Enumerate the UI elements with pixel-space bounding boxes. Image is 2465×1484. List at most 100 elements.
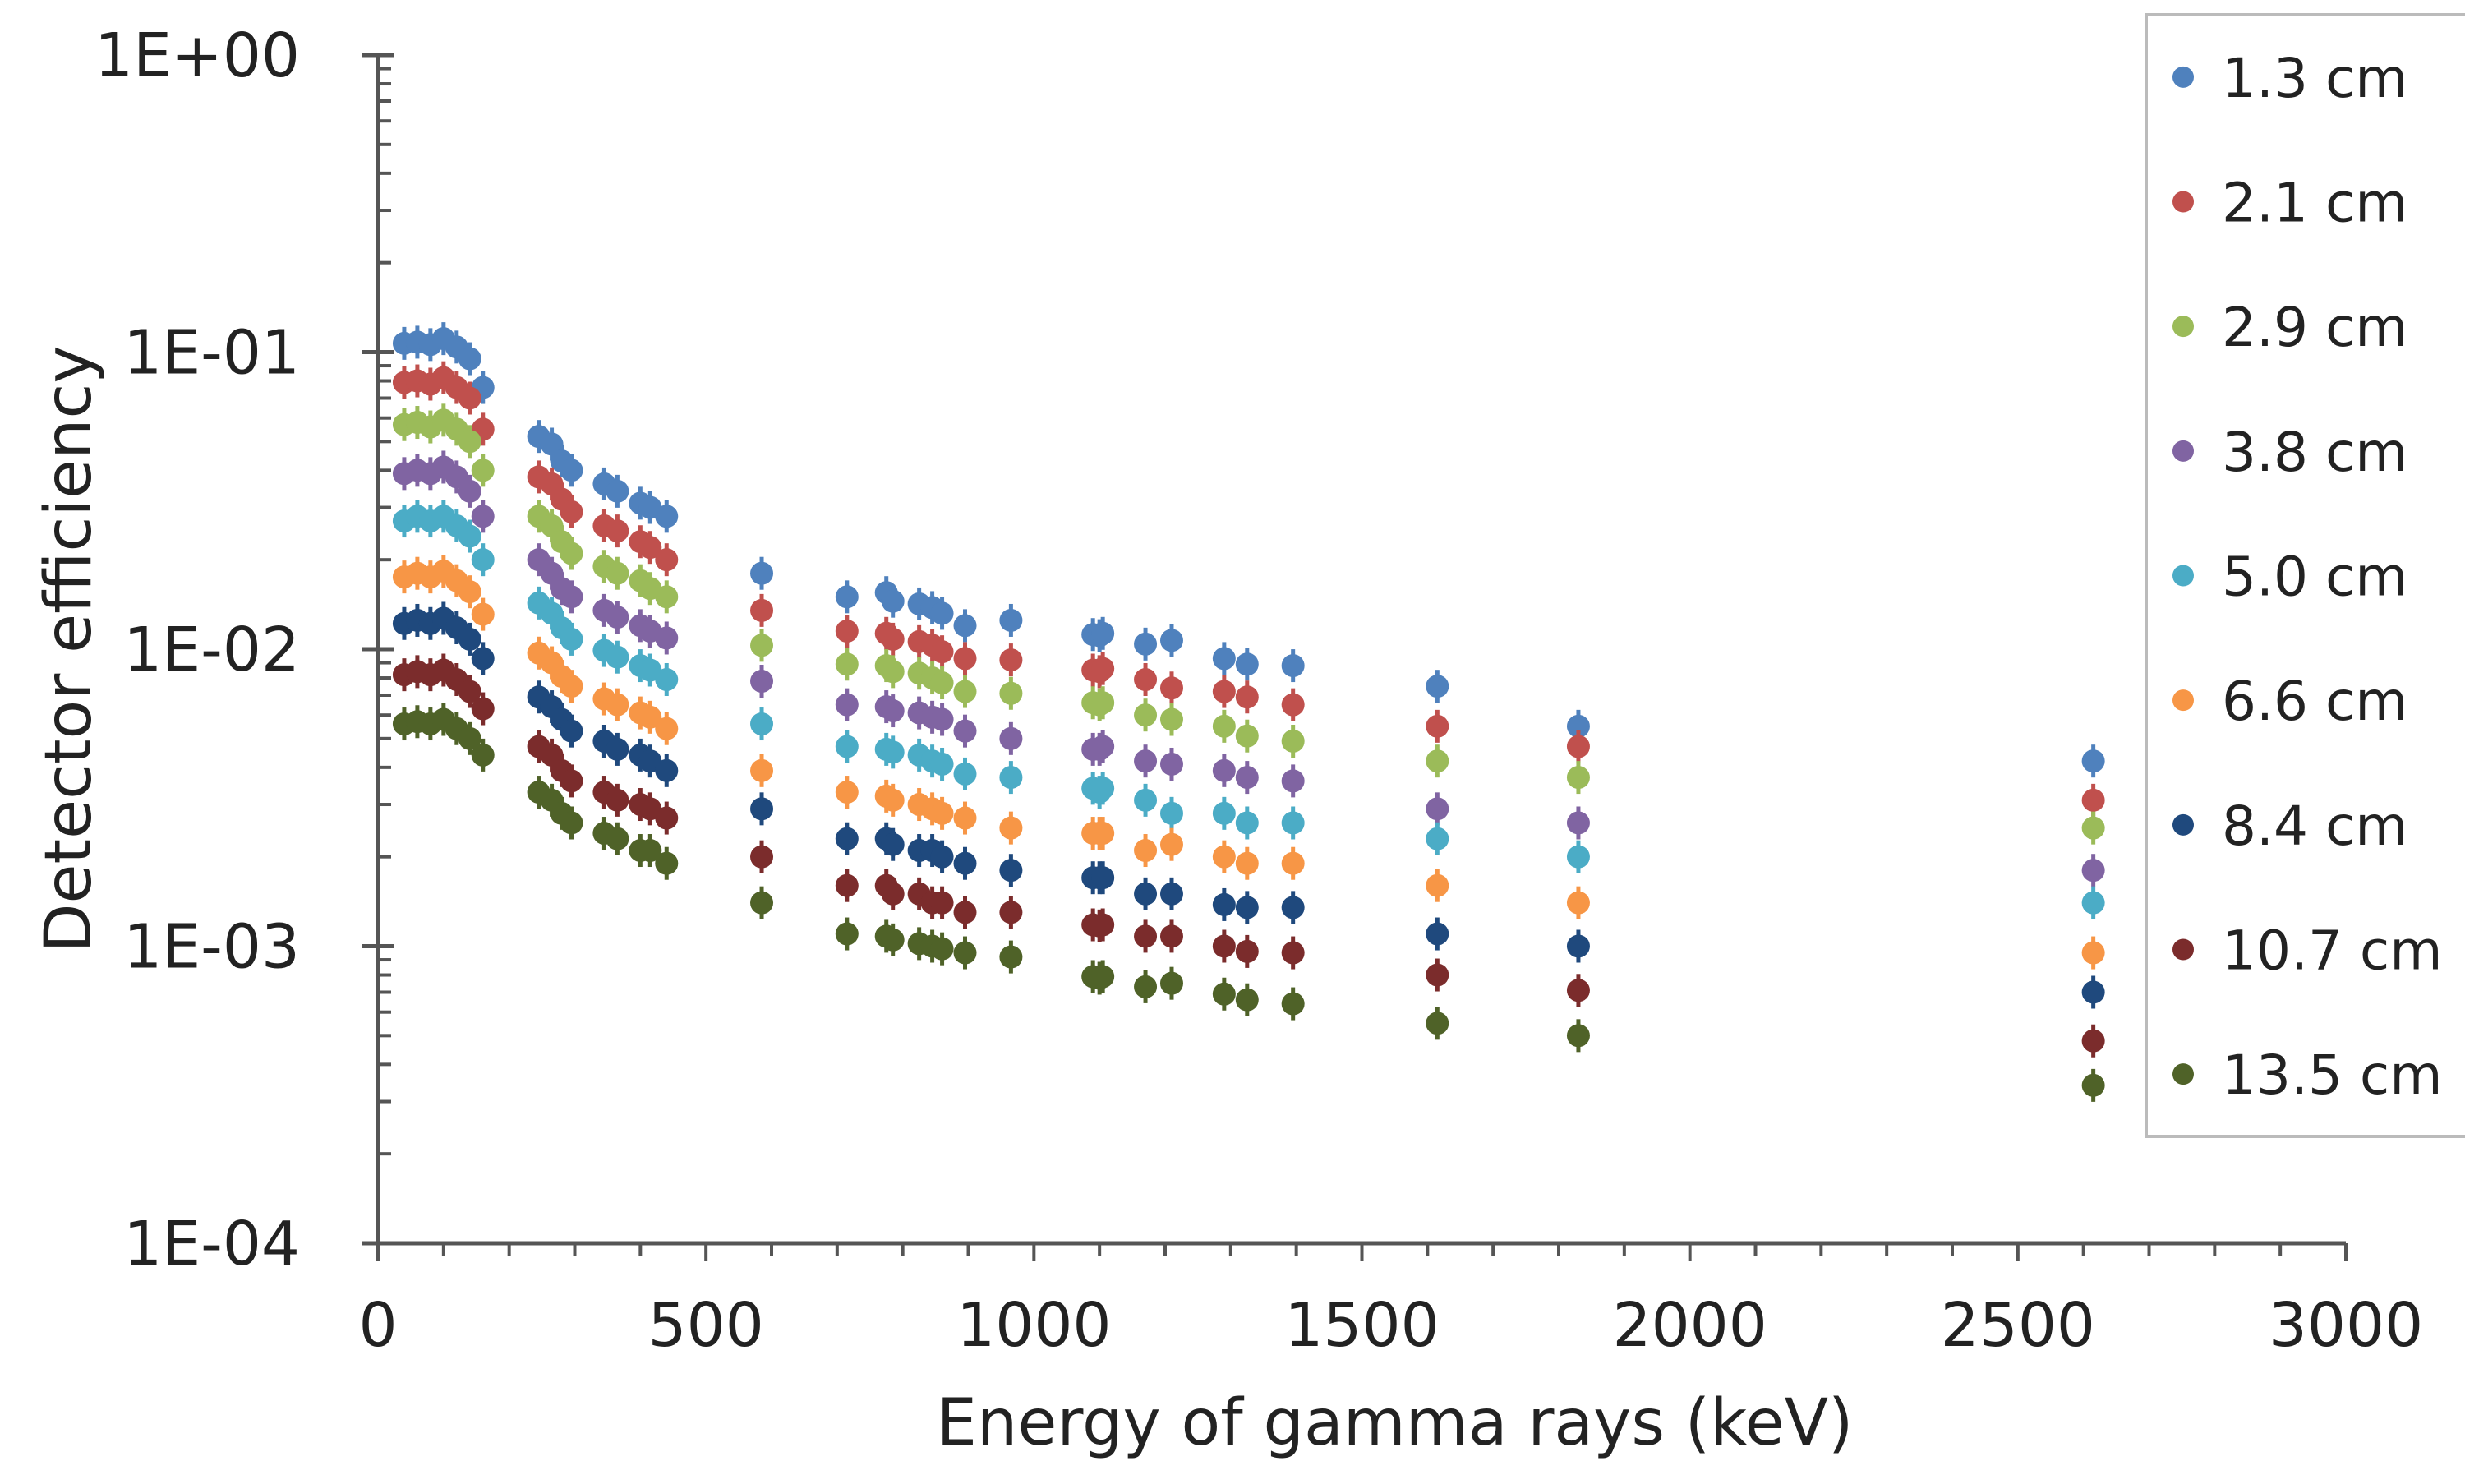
plot-area: 1E+00 1E-01 1E-02 1E-03 1E-04 0 500 1000 1500 20… bbox=[94, 21, 2423, 1361]
data-point bbox=[1159, 882, 1183, 906]
data-point bbox=[930, 640, 954, 664]
legend-item: 10.7 cm bbox=[2172, 919, 2443, 983]
data-point bbox=[471, 548, 495, 572]
data-point bbox=[655, 717, 679, 740]
data-point bbox=[835, 781, 859, 804]
legend-label: 5.0 cm bbox=[2222, 546, 2408, 609]
data-point bbox=[1134, 839, 1158, 863]
legend: 1.3 cm 2.1 cm 2.9 cm 3.8 cm 5.0 cm 6.6 cm 8.4 … bbox=[2145, 13, 2465, 1138]
data-point bbox=[2081, 749, 2105, 773]
data-point bbox=[1566, 979, 1590, 1002]
data-point bbox=[1212, 845, 1236, 869]
data-point bbox=[953, 762, 977, 786]
data-point bbox=[1426, 714, 1449, 738]
data-point bbox=[835, 620, 859, 643]
data-point bbox=[655, 585, 679, 609]
data-point bbox=[458, 386, 481, 410]
data-point bbox=[655, 548, 679, 572]
data-point bbox=[540, 432, 564, 456]
series-10-7-cm bbox=[392, 653, 2105, 1058]
data-point bbox=[458, 479, 481, 503]
data-point bbox=[881, 699, 905, 723]
data-point bbox=[1235, 988, 1259, 1012]
data-point bbox=[750, 758, 774, 782]
legend-item: 1.3 cm bbox=[2172, 47, 2408, 110]
data-point bbox=[655, 626, 679, 650]
data-point bbox=[471, 743, 495, 767]
data-point bbox=[953, 680, 977, 703]
data-point bbox=[458, 347, 481, 371]
y-tick-label: 1E-02 bbox=[123, 615, 300, 685]
legend-item: 13.5 cm bbox=[2172, 1044, 2443, 1107]
data-point bbox=[471, 505, 495, 528]
data-point bbox=[999, 859, 1023, 883]
legend-marker bbox=[2172, 565, 2194, 587]
data-point bbox=[1091, 691, 1115, 715]
data-point bbox=[458, 430, 481, 454]
data-point bbox=[1426, 1012, 1449, 1035]
data-point bbox=[1091, 735, 1115, 758]
data-point bbox=[606, 606, 629, 629]
data-point bbox=[1134, 749, 1158, 773]
data-point bbox=[458, 524, 481, 548]
x-tick-label: 1500 bbox=[1284, 1290, 1439, 1361]
legend-marker bbox=[2172, 813, 2194, 836]
legend-item: 3.8 cm bbox=[2172, 421, 2408, 484]
data-point bbox=[606, 645, 629, 669]
data-point bbox=[1212, 982, 1236, 1006]
data-point bbox=[655, 806, 679, 830]
data-point bbox=[953, 901, 977, 924]
legend-label: 2.1 cm bbox=[2222, 172, 2408, 235]
data-point bbox=[881, 589, 905, 613]
data-point bbox=[1566, 766, 1590, 790]
data-point bbox=[999, 726, 1023, 750]
data-point bbox=[999, 766, 1023, 790]
data-point bbox=[1091, 822, 1115, 846]
y-tick-label: 1E-04 bbox=[123, 1209, 300, 1279]
series-13-5-cm bbox=[392, 703, 2105, 1102]
data-point bbox=[606, 561, 629, 585]
data-point bbox=[999, 608, 1023, 632]
data-point bbox=[930, 707, 954, 731]
data-point bbox=[471, 697, 495, 721]
data-point bbox=[930, 937, 954, 961]
data-point bbox=[953, 806, 977, 830]
data-point bbox=[1091, 657, 1115, 680]
data-point bbox=[655, 851, 679, 875]
legend-label: 3.8 cm bbox=[2222, 421, 2408, 484]
data-point bbox=[835, 827, 859, 850]
data-point bbox=[1091, 777, 1115, 800]
data-point bbox=[1134, 788, 1158, 812]
data-point bbox=[638, 705, 662, 729]
legend-label: 10.7 cm bbox=[2222, 919, 2443, 983]
data-point bbox=[1281, 896, 1305, 919]
data-point bbox=[1426, 675, 1449, 698]
data-point bbox=[1159, 676, 1183, 700]
data-point bbox=[881, 882, 905, 906]
data-point bbox=[560, 627, 583, 651]
data-point bbox=[750, 670, 774, 694]
data-point bbox=[1159, 801, 1183, 825]
legend-label: 13.5 cm bbox=[2222, 1044, 2443, 1107]
series-2-1-cm bbox=[392, 361, 2105, 817]
data-point bbox=[560, 811, 583, 835]
data-point bbox=[458, 726, 481, 750]
data-point bbox=[835, 735, 859, 758]
x-tick-label: 0 bbox=[358, 1290, 397, 1361]
data-point bbox=[835, 585, 859, 609]
data-point bbox=[930, 752, 954, 776]
data-point bbox=[606, 788, 629, 812]
data-point bbox=[835, 873, 859, 897]
data-point bbox=[1235, 685, 1259, 709]
data-point bbox=[999, 945, 1023, 969]
data-point bbox=[638, 839, 662, 863]
data-point bbox=[1281, 941, 1305, 965]
legend-item: 5.0 cm bbox=[2172, 546, 2408, 609]
data-point bbox=[1159, 707, 1183, 731]
data-point bbox=[1091, 965, 1115, 989]
data-point bbox=[655, 668, 679, 692]
data-point bbox=[1212, 714, 1236, 738]
data-point bbox=[881, 788, 905, 812]
data-point bbox=[835, 922, 859, 946]
